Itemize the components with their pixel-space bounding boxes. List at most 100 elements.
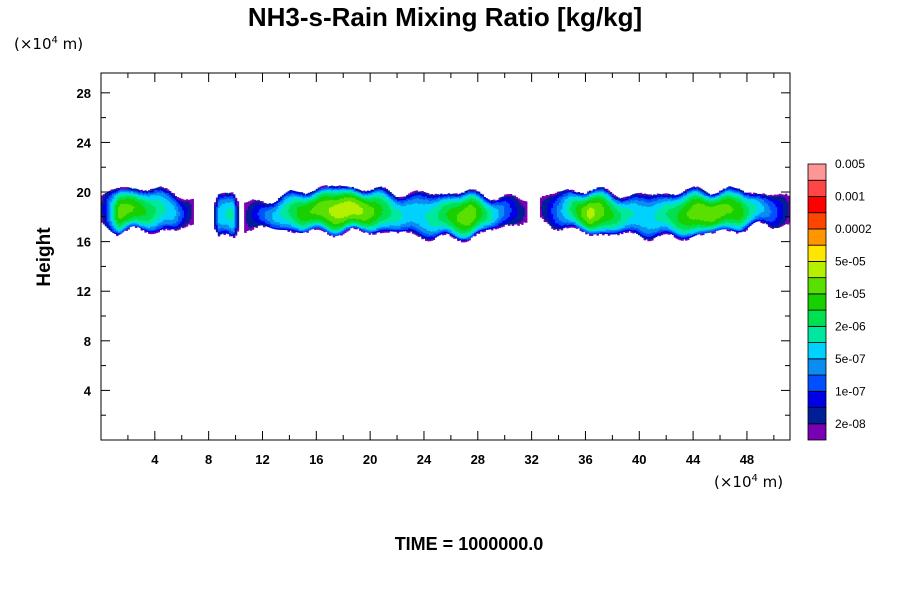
field-cell xyxy=(477,215,481,218)
field-cell xyxy=(442,219,445,222)
field-cell xyxy=(359,215,362,218)
field-cell xyxy=(168,228,172,231)
field-cell xyxy=(470,235,473,238)
field-cell xyxy=(468,199,471,202)
field-cell xyxy=(172,227,176,230)
field-cell xyxy=(402,224,405,227)
field-cell xyxy=(438,210,441,214)
field-cell xyxy=(257,216,260,219)
field-cell xyxy=(377,192,381,196)
field-cell xyxy=(108,205,112,208)
field-cell xyxy=(182,215,185,218)
field-cell xyxy=(376,188,379,192)
field-cell xyxy=(106,208,110,211)
field-cell xyxy=(415,208,419,211)
field-cell xyxy=(291,209,294,212)
field-cell xyxy=(106,221,110,224)
field-cell xyxy=(457,233,460,236)
field-cell xyxy=(423,209,426,212)
field-cell xyxy=(408,211,411,214)
field-cell xyxy=(481,201,485,205)
field-cell xyxy=(347,215,351,218)
field-cell xyxy=(295,228,298,231)
field-cell xyxy=(406,199,409,202)
field-cell xyxy=(121,203,125,206)
field-cell xyxy=(342,202,345,205)
field-cell xyxy=(451,235,454,238)
field-cell xyxy=(104,206,108,209)
field-cell xyxy=(134,202,138,205)
field-cell xyxy=(315,197,319,200)
field-cell xyxy=(285,217,289,220)
field-cell xyxy=(404,209,407,212)
field-cell xyxy=(381,223,385,226)
field-cell xyxy=(344,229,347,232)
field-cell xyxy=(347,188,351,191)
field-cell xyxy=(217,221,221,224)
field-cell xyxy=(121,225,125,228)
field-cell xyxy=(232,203,236,206)
field-cell xyxy=(293,198,296,201)
field-cell xyxy=(279,221,283,224)
field-cell xyxy=(449,217,453,221)
field-cell xyxy=(161,187,164,190)
field-cell xyxy=(116,193,119,196)
field-cell xyxy=(315,208,319,211)
field-cell xyxy=(394,217,398,220)
field-cell xyxy=(161,190,164,193)
field-cell xyxy=(249,228,253,231)
field-cell xyxy=(423,192,426,195)
field-cell xyxy=(182,208,185,211)
field-cell xyxy=(302,206,306,209)
field-cell xyxy=(398,211,402,214)
field-cell xyxy=(376,212,379,215)
field-cell xyxy=(477,216,481,219)
field-cell xyxy=(325,209,328,212)
field-cell xyxy=(398,214,402,217)
field-cell xyxy=(289,200,292,203)
field-cell xyxy=(296,211,300,214)
field-cell xyxy=(121,218,125,221)
field-cell xyxy=(336,209,339,212)
field-cell xyxy=(191,209,194,212)
field-cell xyxy=(180,225,183,228)
field-cell xyxy=(477,221,481,224)
field-cell xyxy=(168,202,172,206)
field-cell xyxy=(219,202,223,205)
field-cell xyxy=(434,225,437,228)
field-cell xyxy=(443,216,447,219)
field-cell xyxy=(430,208,434,212)
field-cell xyxy=(121,187,125,190)
field-cell xyxy=(457,219,460,222)
field-cell xyxy=(475,191,479,194)
field-cell xyxy=(300,229,304,232)
field-cell xyxy=(462,219,466,222)
field-cell xyxy=(146,226,149,229)
field-cell xyxy=(355,210,358,214)
field-cell xyxy=(411,195,415,199)
field-cell xyxy=(481,215,485,218)
field-cell xyxy=(415,224,419,227)
field-cell xyxy=(189,206,193,209)
field-cell xyxy=(217,210,221,213)
field-cell xyxy=(327,210,330,213)
field-cell xyxy=(157,224,160,227)
field-cell xyxy=(336,212,339,215)
field-cell xyxy=(413,231,417,234)
field-cell xyxy=(400,204,404,207)
field-cell xyxy=(321,188,324,191)
field-cell xyxy=(263,223,266,226)
field-cell xyxy=(234,226,238,229)
field-cell xyxy=(426,216,430,219)
field-cell xyxy=(344,227,347,231)
field-cell xyxy=(364,225,368,228)
field-cell xyxy=(166,193,170,196)
field-cell xyxy=(291,212,294,215)
field-cell xyxy=(374,228,377,231)
field-cell xyxy=(263,204,266,207)
field-cell xyxy=(423,199,426,202)
field-cell xyxy=(376,202,379,205)
field-cell xyxy=(223,209,226,212)
field-cell xyxy=(458,215,462,219)
field-cell xyxy=(232,221,236,224)
